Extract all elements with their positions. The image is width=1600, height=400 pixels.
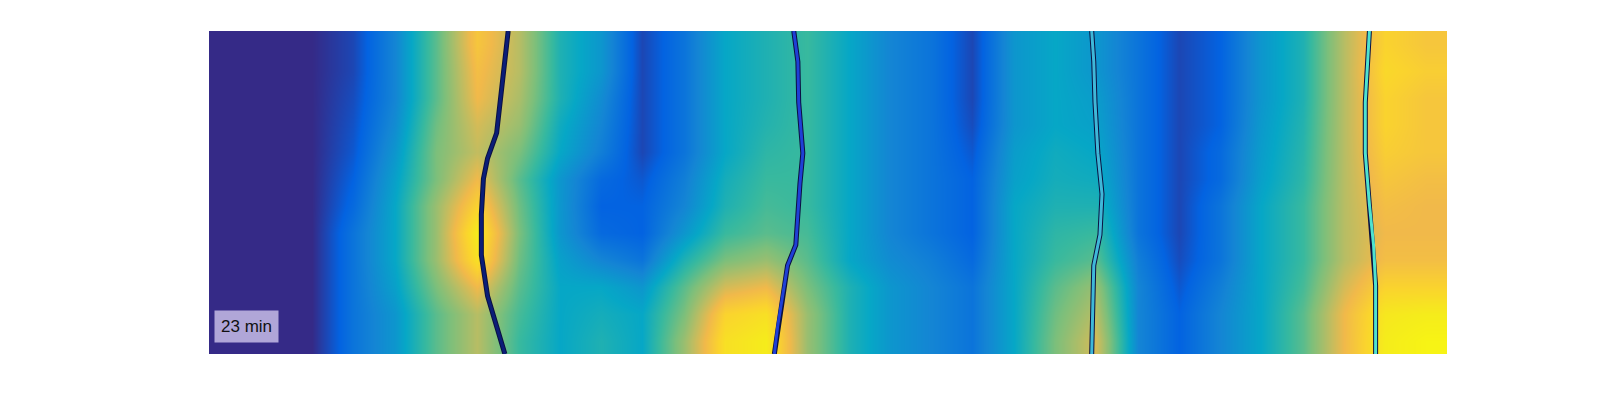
svg-text:23 min: 23 min [221, 317, 272, 336]
